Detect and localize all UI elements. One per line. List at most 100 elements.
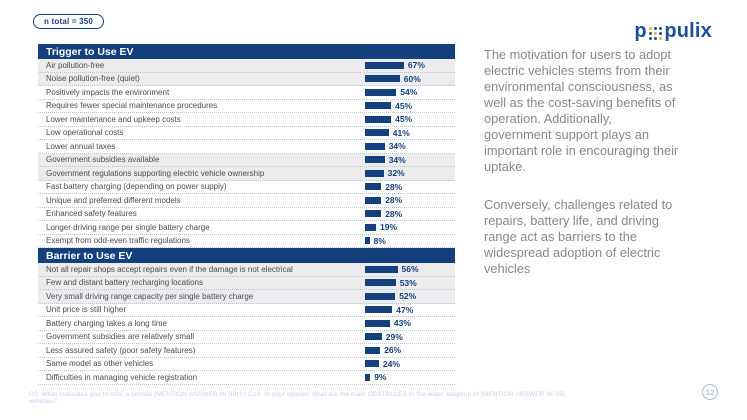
bar-row-label: Very small driving range capacity per si… — [46, 291, 254, 301]
bar-value: 60% — [403, 73, 421, 84]
bar-value: 29% — [385, 331, 403, 342]
bar-row: Exempt from odd-even traffic regulations… — [38, 235, 455, 248]
barrier-rows: Not all repair shops accept repairs even… — [38, 263, 455, 385]
bar-chart: Trigger to Use EV Air pollution-free 67% N… — [38, 44, 455, 385]
bar-value: 34% — [388, 154, 406, 165]
bar-zone: 43% — [365, 318, 455, 328]
logo-dot — [648, 36, 653, 41]
section-header-barrier: Barrier to Use EV — [38, 248, 455, 263]
bar-row: Less assured safety (poor safety feature… — [38, 344, 455, 358]
bar-value: 45% — [395, 100, 413, 111]
bar-value: 28% — [385, 195, 403, 206]
bar-value: 8% — [373, 235, 386, 246]
bar — [365, 210, 382, 218]
bar-row: Low operational costs 41% — [38, 127, 455, 140]
bar-row-label: Noise pollution-free (quiet) — [46, 74, 140, 84]
bar — [365, 102, 392, 110]
bar-zone: 56% — [365, 264, 455, 274]
bar-value: 28% — [385, 181, 403, 192]
sample-size-badge: n total = 350 — [33, 14, 105, 29]
bar-row-label: Government subsidies are relatively smal… — [46, 332, 195, 342]
section-title: Barrier to Use EV — [46, 249, 133, 262]
bar-value: 26% — [384, 345, 402, 356]
bar-row: Air pollution-free 67% — [38, 59, 455, 73]
bar-row: Noise pollution-free (quiet) 60% — [38, 72, 455, 86]
bar-value: 67% — [407, 60, 425, 71]
bar-row: Government subsidies are relatively smal… — [38, 331, 455, 344]
bar-zone: 52% — [365, 291, 455, 301]
bar-row: Fast battery charging (depending on powe… — [38, 181, 455, 194]
bar — [365, 129, 389, 137]
bar — [365, 61, 404, 69]
bar-value: 28% — [385, 208, 403, 219]
bar-zone: 9% — [365, 372, 455, 382]
bar-zone: 24% — [365, 359, 455, 369]
page-number: 12 — [705, 387, 715, 397]
bar-zone: 45% — [365, 114, 455, 124]
bar-row-label: Air pollution-free — [46, 60, 105, 70]
logo-dot — [653, 31, 658, 36]
bar-row-label: Few and distant battery recharging locat… — [46, 278, 203, 288]
bar-row-label: Enhanced safety features — [46, 209, 137, 219]
bar-row: Government regulations supporting electr… — [38, 167, 455, 181]
bar-value: 53% — [399, 277, 417, 288]
logo-dot-grid-icon — [648, 26, 663, 41]
bar-row: Requires fewer special maintenance proce… — [38, 100, 455, 113]
bar-value: 24% — [382, 358, 400, 369]
bar — [365, 142, 385, 150]
logo-dot — [648, 26, 653, 31]
bar-row-label: Unique and preferred different models — [46, 195, 181, 205]
bar-row: Lower annual taxes 34% — [38, 140, 455, 154]
bar-row-label: Fast battery charging (depending on powe… — [46, 182, 227, 192]
commentary-text: The motivation for users to adopt electr… — [484, 47, 680, 277]
bar-zone: 34% — [365, 155, 455, 165]
bar-value: 54% — [400, 87, 418, 98]
bar-row-label: Less assured safety (poor safety feature… — [46, 345, 196, 355]
bar — [365, 196, 382, 204]
bar-row: Government subsidies available 34% — [38, 153, 455, 167]
bar-row-label: Lower annual taxes — [46, 141, 116, 151]
bar-value: 45% — [395, 114, 413, 125]
bar-value: 43% — [393, 318, 411, 329]
commentary-paragraph-2: Conversely, challenges related to repair… — [484, 197, 673, 276]
commentary-paragraph-1: The motivation for users to adopt electr… — [484, 47, 679, 174]
bar-row-label: Same model as other vehicles — [46, 359, 154, 369]
bar-zone: 28% — [365, 209, 455, 219]
logo-dot — [658, 36, 663, 41]
bar-zone: 45% — [365, 101, 455, 111]
bar-zone: 19% — [365, 222, 455, 232]
bar-row-label: Battery charging takes a long time — [46, 318, 167, 328]
bar — [365, 115, 392, 123]
bar-value: 9% — [374, 372, 387, 383]
bar-row-label: Lower maintenance and upkeep costs — [46, 114, 181, 124]
bar-zone: 32% — [365, 168, 455, 178]
bar — [365, 279, 396, 287]
bar-value: 34% — [388, 141, 406, 152]
bar-row: Not all repair shops accept repairs even… — [38, 263, 455, 277]
bar-value: 47% — [396, 304, 414, 315]
bar — [365, 183, 382, 191]
logo-dot — [658, 31, 663, 36]
bar-row-label: Government subsidies available — [46, 155, 160, 165]
bar-zone: 53% — [365, 278, 455, 288]
bar — [365, 319, 390, 327]
bar-row: Unique and preferred different models 28% — [38, 194, 455, 208]
bar — [365, 75, 400, 83]
bar-row-label: Longer driving range per single battery … — [46, 222, 210, 232]
bar-row-label: Unit price is still higher — [46, 305, 127, 315]
bar-row-label: Requires fewer special maintenance proce… — [46, 101, 218, 111]
logo-dot — [658, 26, 663, 31]
bar-row-label: Low operational costs — [46, 128, 124, 138]
bar-row-label: Difficulties in managing vehicle registr… — [46, 372, 198, 382]
bar-row: Difficulties in managing vehicle registr… — [38, 371, 455, 385]
bar-zone: 26% — [365, 345, 455, 355]
bar-value: 32% — [387, 168, 405, 179]
bar-zone: 8% — [365, 236, 455, 246]
bar — [365, 156, 385, 164]
bar-zone: 29% — [365, 332, 455, 342]
bar — [365, 292, 396, 300]
bar-row: Same model as other vehicles 24% — [38, 358, 455, 371]
bar — [365, 169, 384, 177]
trigger-rows: Air pollution-free 67% Noise pollution-fre… — [38, 59, 455, 248]
